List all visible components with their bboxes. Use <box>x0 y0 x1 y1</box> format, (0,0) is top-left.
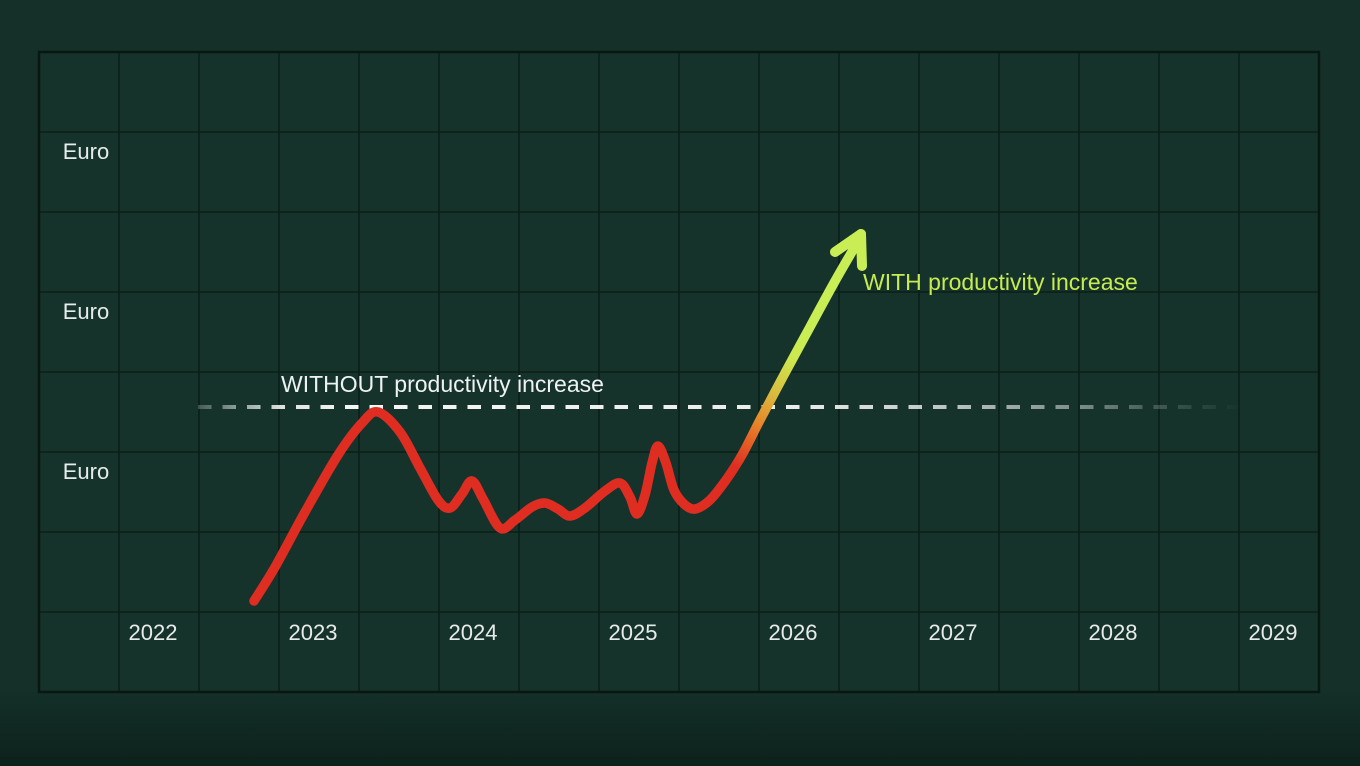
annotation-with-productivity: WITH productivity increase <box>863 269 1138 295</box>
y-axis-unit-label: Euro <box>63 139 109 164</box>
y-axis-labels: Euro Euro Euro <box>63 139 109 484</box>
x-axis-labels: 2022 2023 2024 2025 2026 2027 2028 2029 <box>129 620 1298 645</box>
x-tick-label: 2024 <box>449 620 498 645</box>
x-tick-label: 2027 <box>929 620 978 645</box>
plot-border <box>37 50 1321 694</box>
annotation-without-productivity: WITHOUT productivity increase <box>281 371 604 397</box>
x-tick-label: 2023 <box>289 620 338 645</box>
x-tick-label: 2026 <box>769 620 818 645</box>
x-tick-label: 2025 <box>609 620 658 645</box>
y-axis-unit-label: Euro <box>63 299 109 324</box>
x-tick-label: 2029 <box>1249 620 1298 645</box>
x-tick-label: 2028 <box>1089 620 1138 645</box>
y-axis-unit-label: Euro <box>63 459 109 484</box>
trend-line <box>249 245 858 606</box>
arrow-head-icon <box>830 229 867 271</box>
annotations: WITHOUT productivity increase WITH produ… <box>281 269 1138 397</box>
x-tick-label: 2022 <box>129 620 178 645</box>
